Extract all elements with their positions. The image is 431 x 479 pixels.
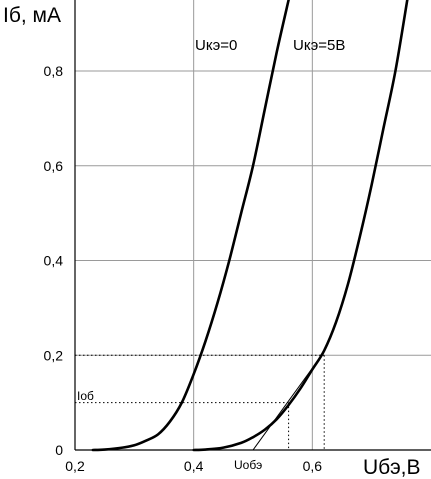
y-axis-title: Iб, мА — [3, 4, 61, 27]
axes — [74, 0, 431, 451]
y-tick-label: 0,6 — [44, 158, 64, 174]
y-tick-label: 0,8 — [44, 63, 64, 79]
series-label-uke5: Uкэ=5В — [293, 37, 345, 54]
tangent-line — [252, 359, 319, 451]
y-tick-label: 0,4 — [44, 253, 64, 269]
x-tick-label: 0,6 — [303, 458, 323, 474]
annotation-iob: Iоб — [77, 389, 94, 403]
annotation-uobe: Uобэ — [234, 458, 262, 472]
y-tick-label: 0 — [55, 442, 63, 458]
x-axis-title: Uбэ,В — [363, 456, 421, 479]
tick-labels: 0,2 0,4 0,600,20,40,60,8 — [44, 63, 323, 474]
series-label-uke0: Uкэ=0 — [195, 37, 237, 54]
x-tick-label: 0,2 — [65, 458, 85, 474]
x-tick-label: 0,4 — [184, 458, 204, 474]
series-group — [91, 0, 409, 452]
y-tick-label: 0,2 — [44, 347, 64, 363]
series-line-1 — [192, 0, 409, 452]
series-line-0 — [91, 0, 290, 452]
grid — [75, 0, 431, 451]
tangent-line — [252, 359, 319, 451]
